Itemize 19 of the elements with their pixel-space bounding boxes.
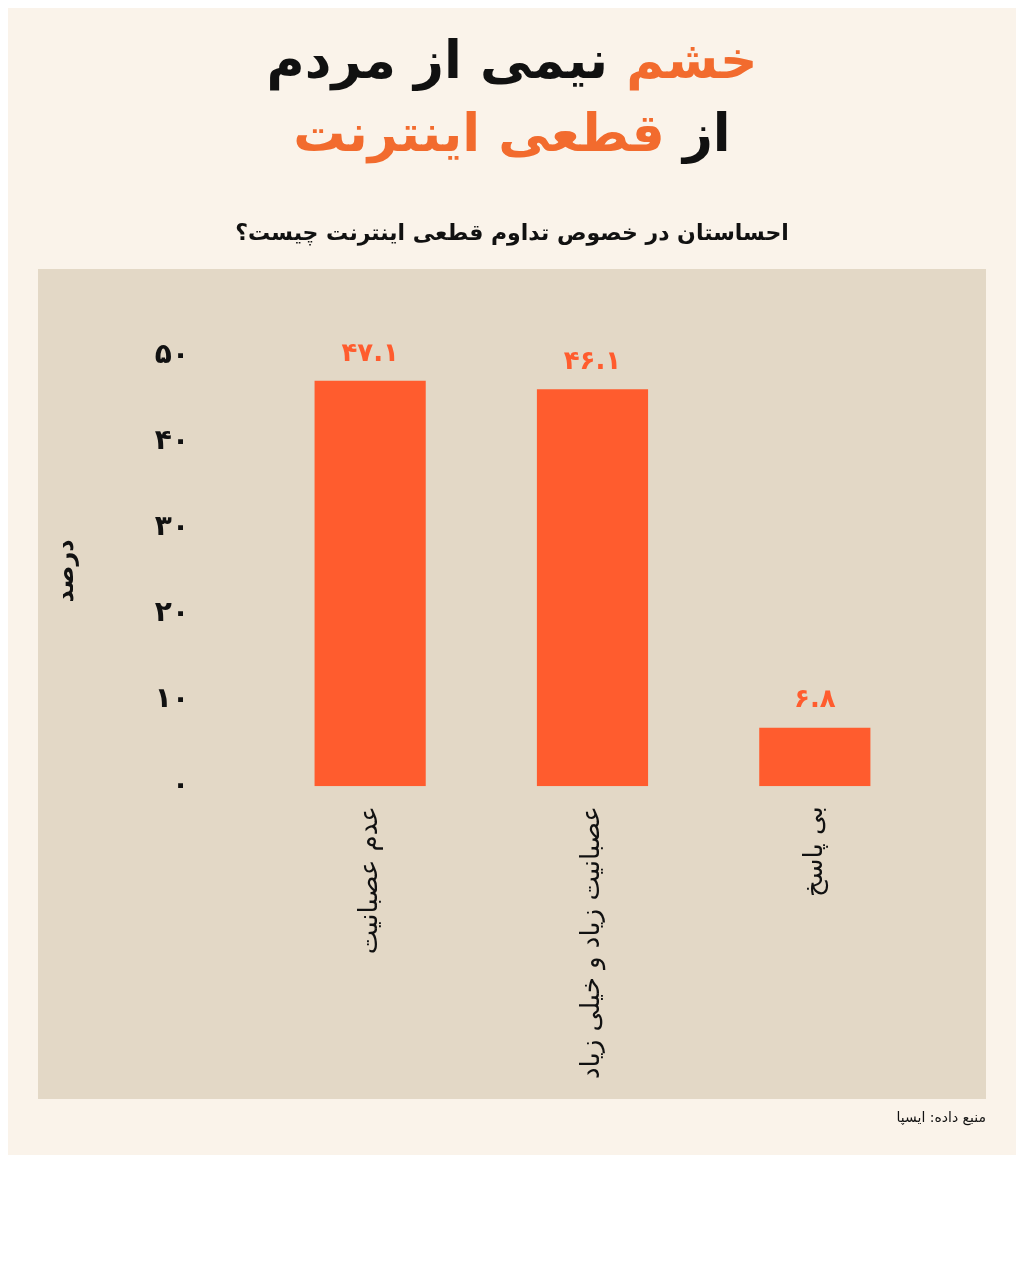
x-tick-label: عصبانیت زیاد و خیلی زیاد [575, 805, 607, 1079]
chart-title: خشم نیمی از مردم از قطعی اینترنت [266, 30, 758, 163]
bar [759, 727, 871, 786]
y-tick-label: ۲۰ [154, 594, 189, 628]
bar [314, 380, 426, 786]
y-tick-label: ۰ [171, 767, 189, 801]
chart-subtitle: احساستان در خصوص تداوم قطعی اینترنت چیست؟ [234, 219, 790, 245]
y-axis-title: درصد [50, 538, 79, 603]
y-tick-label: ۳۰ [154, 508, 189, 542]
x-tick-label: عدم عصبانیت [352, 805, 383, 954]
text: منبع داده: ایسپا [895, 1108, 986, 1125]
bar [536, 388, 649, 786]
y-tick-label: ۴۰ [154, 422, 189, 456]
data-label: ۴۶.۱ [563, 344, 622, 375]
x-tick-label: بی پاسخ [797, 805, 829, 897]
data-label: ۶.۸ [794, 682, 836, 713]
data-label: ۴۷.۱ [341, 336, 399, 367]
y-tick-label: ۵۰ [154, 336, 189, 370]
y-tick-label: ۱۰ [154, 680, 189, 714]
